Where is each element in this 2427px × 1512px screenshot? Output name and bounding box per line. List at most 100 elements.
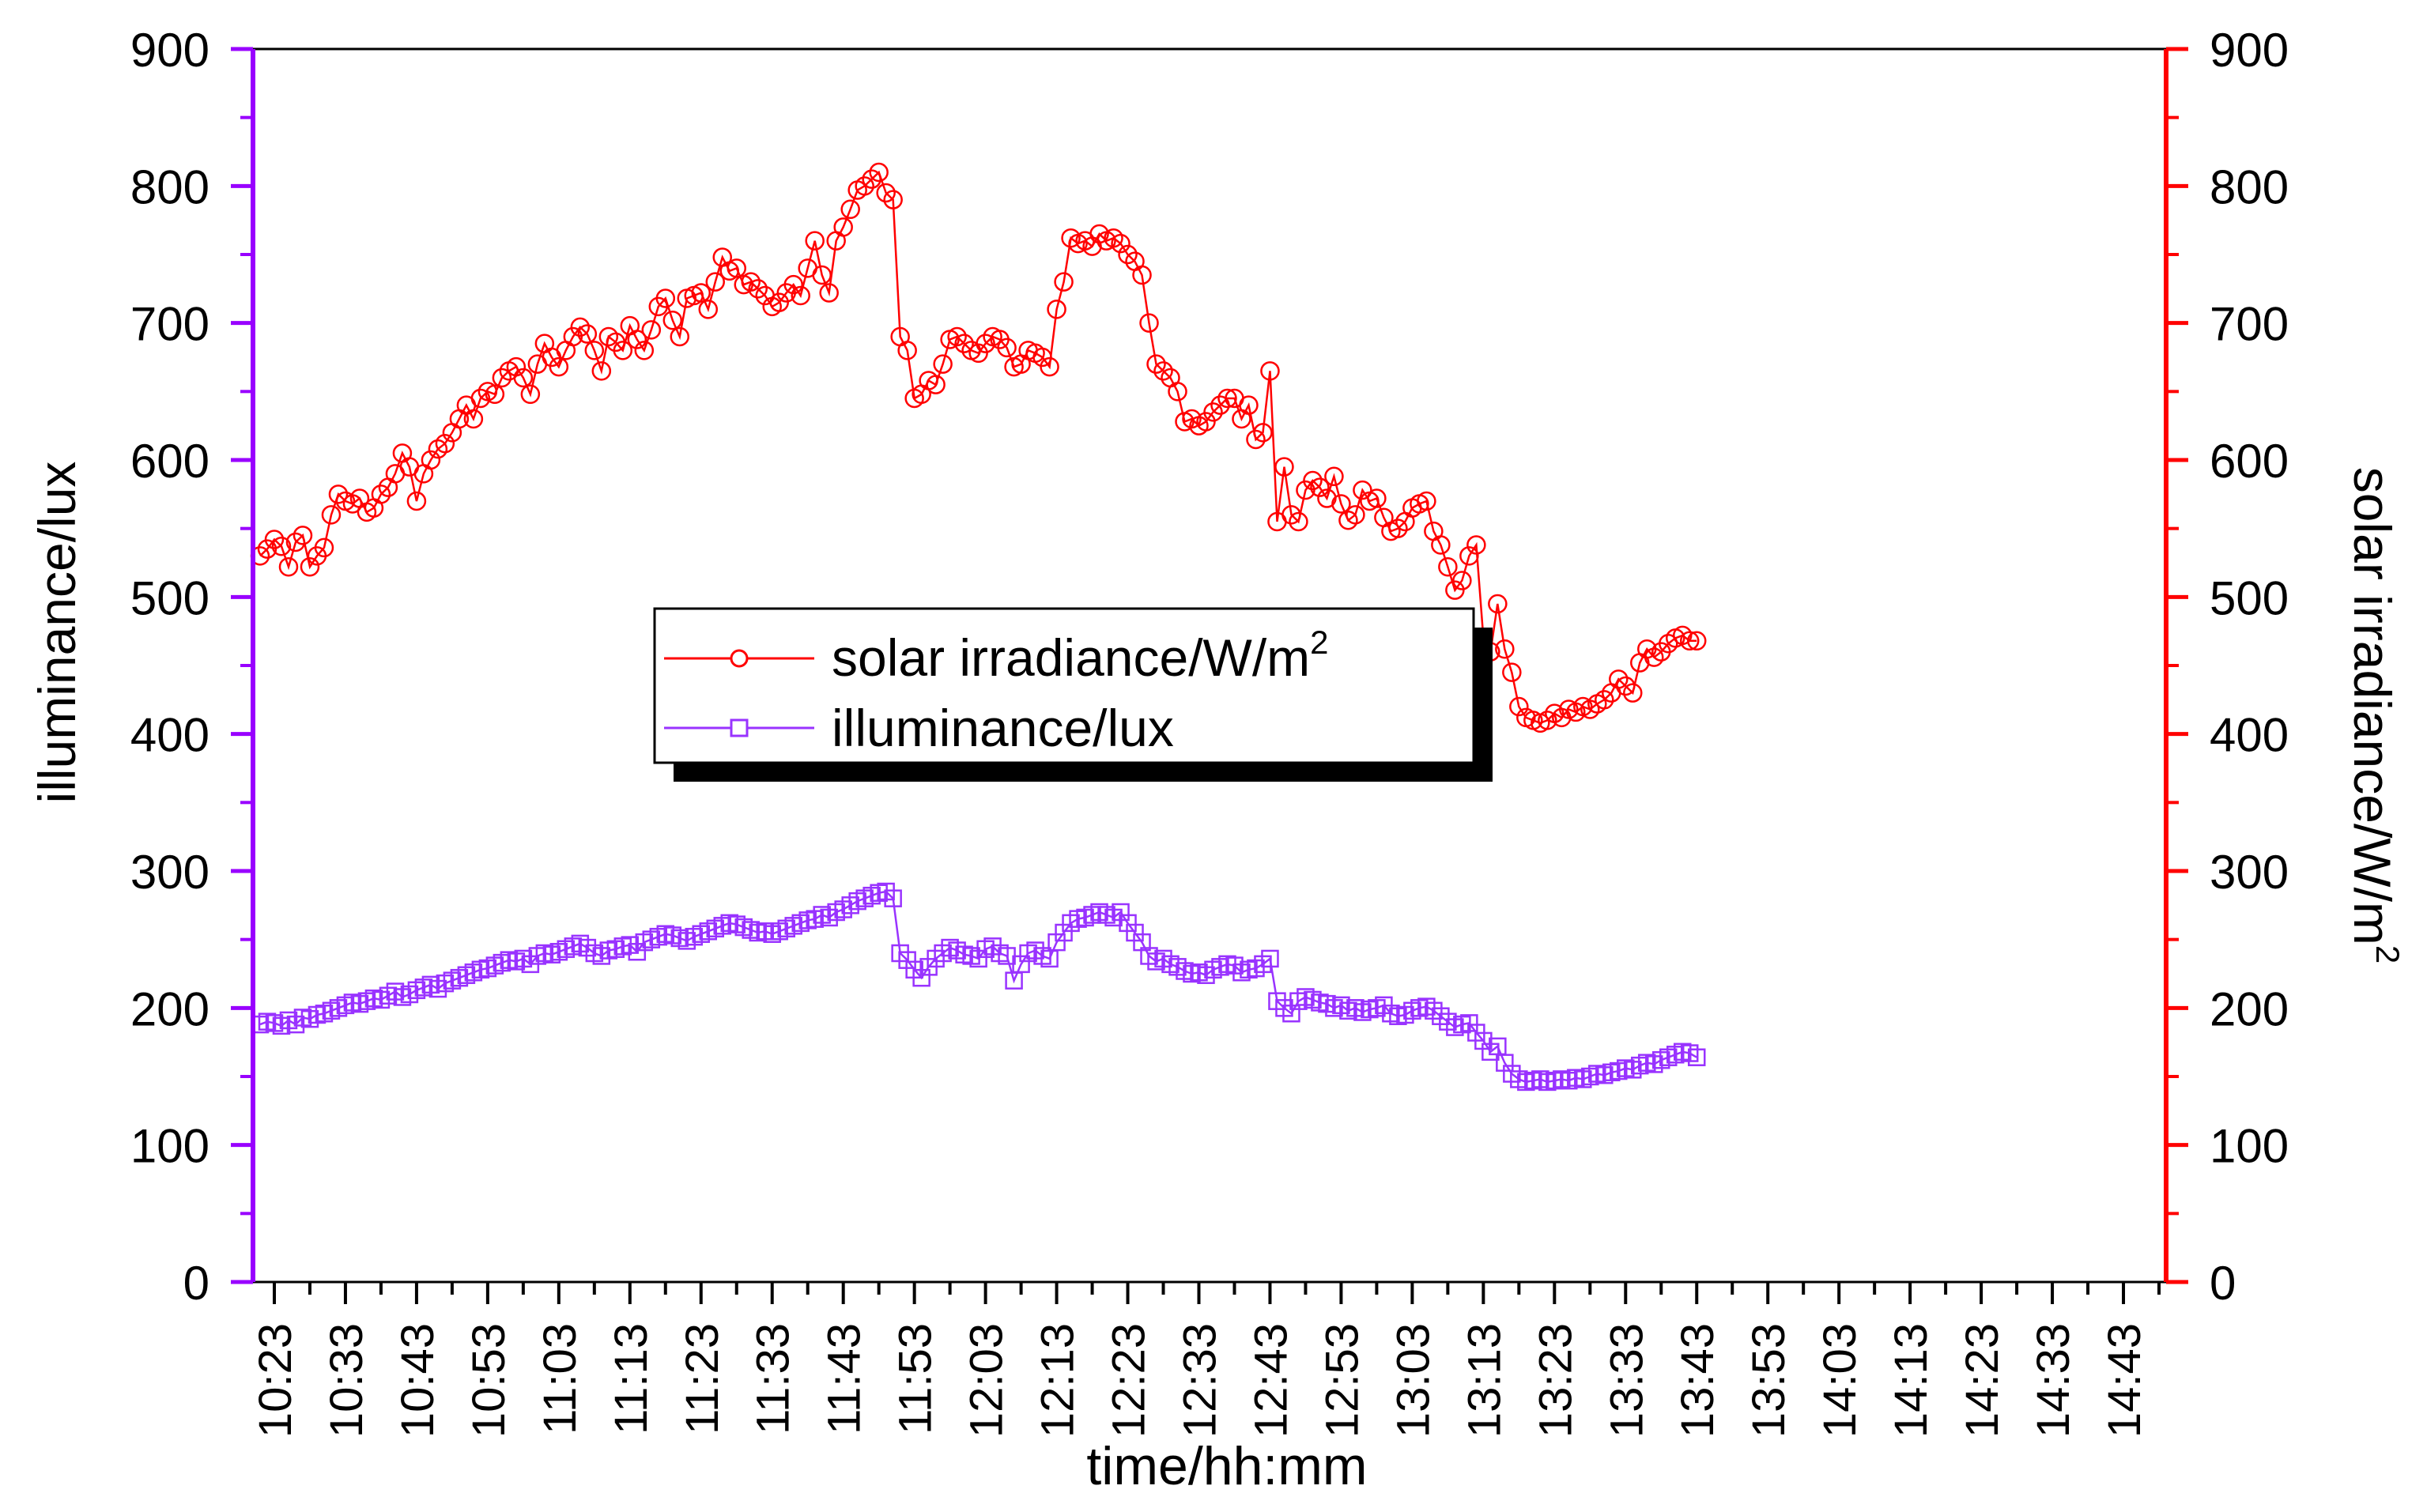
x-tick-label: 14:33 [2028,1323,2079,1438]
data-point [463,409,484,429]
left-tick-label: 900 [130,24,209,77]
data-point [506,356,527,377]
data-point [926,375,946,394]
data-point [1203,402,1223,422]
data-point [698,300,719,319]
data-point [1495,639,1515,659]
series-irradiance [250,162,1707,733]
data-point [641,320,662,340]
data-point [1331,494,1351,514]
data-point [655,288,676,308]
data-point [1146,354,1166,374]
data-point [520,384,541,405]
left-tick-label: 700 [130,298,209,351]
data-point [321,505,342,525]
data-point [1182,409,1202,429]
data-point [883,190,903,209]
x-tick-label: 14:23 [1957,1323,2008,1438]
data-point [1111,233,1130,254]
data-point [662,310,683,330]
right-tick-label: 900 [2210,24,2289,77]
data-point [1118,244,1138,265]
data-point [513,368,534,388]
left-tick-label: 500 [130,571,209,624]
data-point [1623,683,1643,703]
data-point [1324,466,1344,487]
data-point [1502,662,1522,682]
data-point [1040,356,1059,377]
x-tick-label: 13:53 [1743,1323,1795,1438]
right-tick-label: 600 [2210,435,2289,488]
left-tick-label: 200 [130,982,209,1035]
data-point [791,285,810,306]
data-point [954,334,974,353]
data-point [1353,480,1372,500]
x-tick-label: 14:13 [1885,1323,1937,1438]
left-tick-label: 0 [183,1257,209,1310]
x-tick-label: 12:13 [1032,1323,1084,1438]
data-point [278,556,299,577]
data-point [968,343,988,364]
left-tick-label: 100 [130,1120,209,1173]
x-axis-title: time/hh:mm [1086,1436,1367,1496]
data-point [1296,480,1315,500]
axes-layer: 0 0 100 100 200 200 300 300 400 400 500 500 600 600 70… [130,24,2289,1438]
data-point [1217,388,1237,409]
x-tick-label: 13:23 [1530,1323,1581,1438]
data-point [1687,1048,1706,1066]
data-point [634,341,655,360]
data-point [271,536,292,556]
data-point [1438,556,1458,577]
data-point [833,217,853,237]
x-tick-label: 14:43 [2099,1323,2150,1438]
left-axis-title: illuminance/lux [28,462,86,804]
data-point [492,368,512,388]
data-point [257,539,277,559]
x-tick-label: 13:13 [1459,1323,1510,1438]
data-point [1431,535,1451,555]
data-point [591,361,612,381]
data-point [570,317,591,337]
data-point [1261,949,1279,968]
data-point [1253,423,1273,443]
data-point [1168,382,1187,402]
data-point [470,388,491,409]
data-point [1417,491,1436,511]
x-tick-label: 10:43 [392,1323,444,1438]
left-tick-label: 600 [130,435,209,488]
data-point [691,283,711,303]
right-axis-title: solar irradiance/W/m2 [2343,467,2406,964]
data-point [783,274,803,295]
data-point [1246,429,1266,450]
x-tick-label: 11:53 [890,1323,942,1435]
x-tick-label: 12:53 [1316,1323,1368,1438]
data-point [549,356,569,377]
data-point [1509,696,1529,717]
data-point [577,324,598,344]
data-point [435,433,455,454]
data-point [1089,224,1109,244]
legend-irradiance-marker [730,649,749,668]
x-tick-label: 13:33 [1601,1323,1652,1438]
x-tick-label: 11:13 [606,1323,657,1435]
data-point [1196,412,1216,432]
data-point [1139,313,1159,333]
x-tick-label: 12:23 [1104,1323,1155,1438]
x-tick-label: 11:23 [677,1323,728,1435]
data-point [328,485,349,504]
x-tick-label: 13:43 [1672,1323,1723,1438]
data-point [933,354,953,374]
data-point [855,176,874,196]
right-tick-label: 400 [2210,709,2289,762]
right-tick-label: 200 [2210,982,2289,1035]
right-tick-label: 300 [2210,846,2289,899]
series-line [259,890,1697,1084]
data-point [805,231,825,251]
data-point [869,162,889,183]
data-point [371,485,391,504]
data-point [1388,518,1408,538]
x-tick-label: 10:53 [463,1323,515,1438]
data-point [1032,347,1052,368]
data-point [1488,594,1508,614]
x-tick-label: 10:33 [321,1323,372,1438]
